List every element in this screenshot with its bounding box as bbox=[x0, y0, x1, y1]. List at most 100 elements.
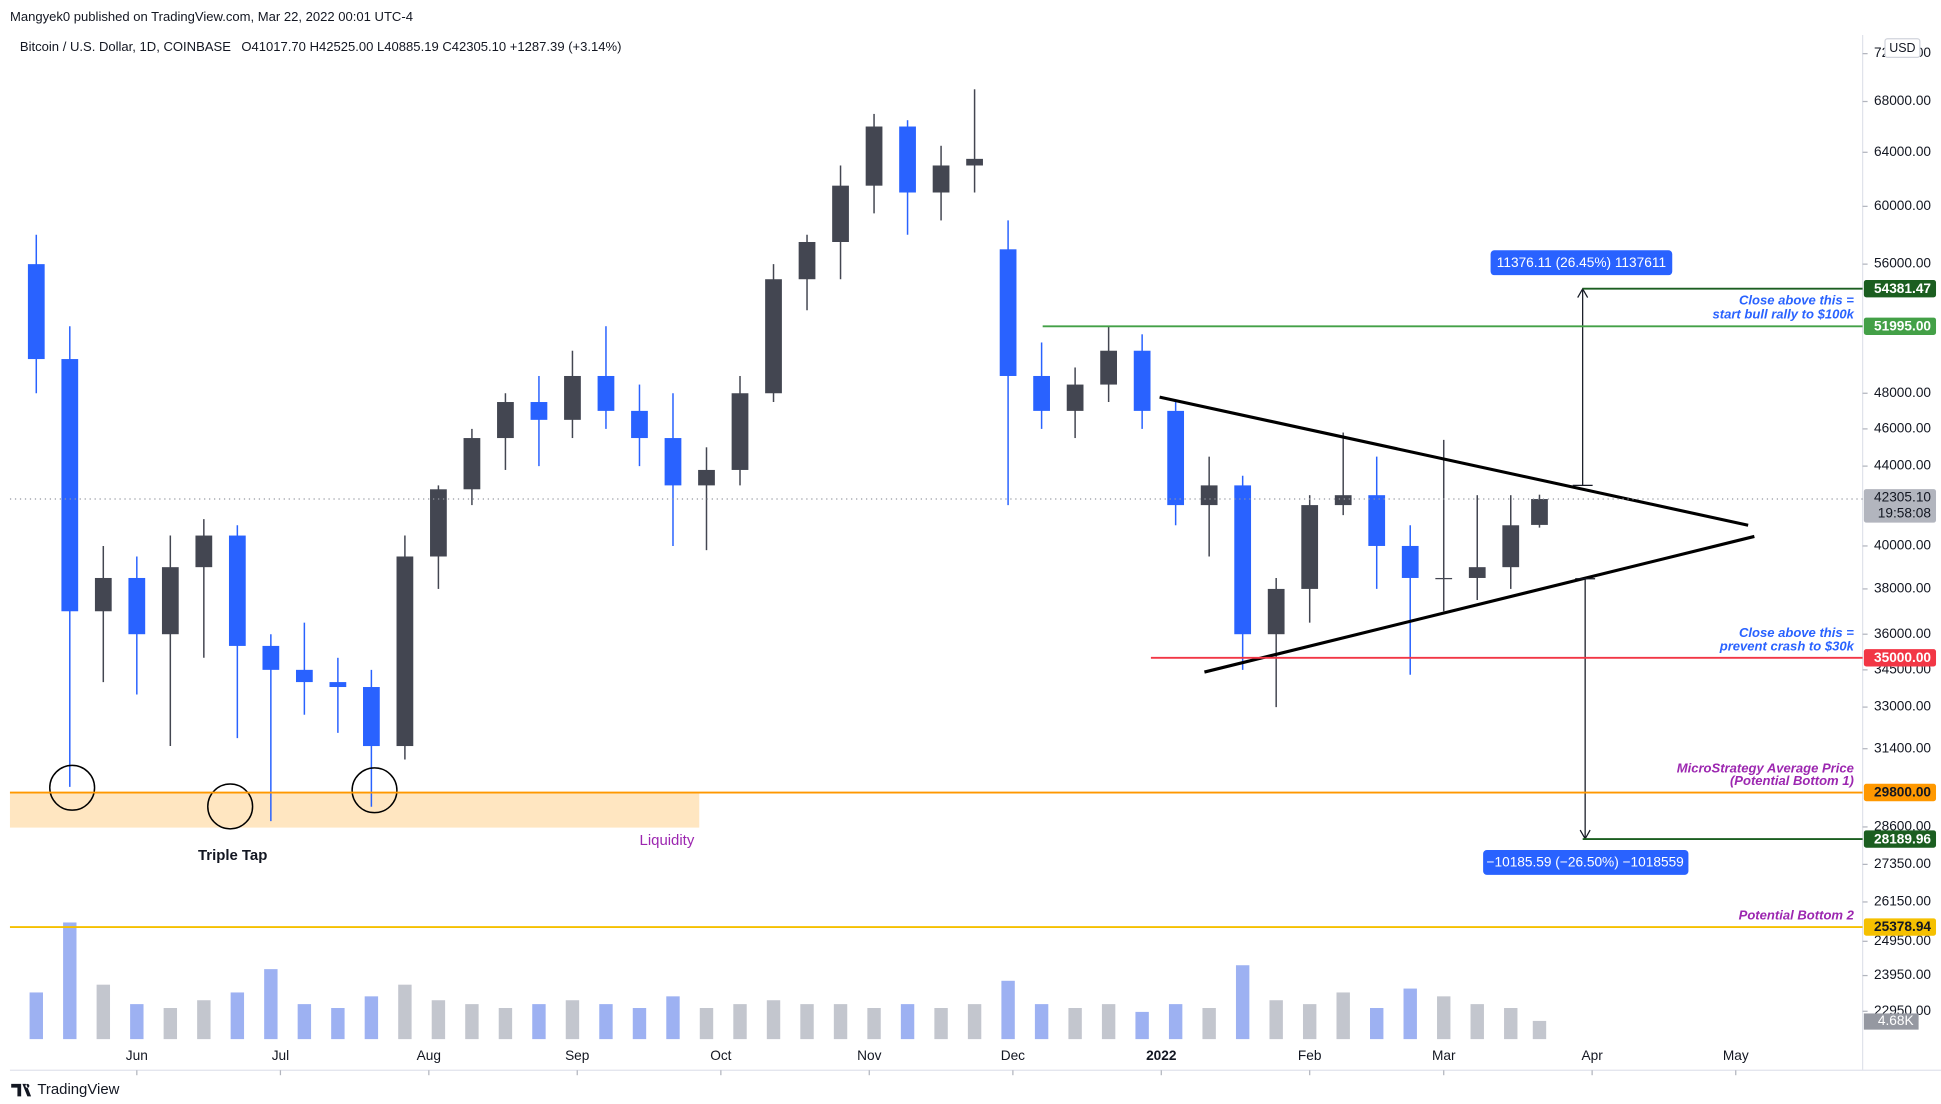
volume-bar bbox=[465, 1004, 479, 1040]
volume-bar bbox=[264, 969, 278, 1040]
candle-body bbox=[865, 126, 883, 186]
candle-body bbox=[631, 410, 648, 439]
note: Potential Bottom 2 bbox=[1739, 907, 1855, 922]
candle-body bbox=[1100, 350, 1118, 385]
measure-box bbox=[1490, 250, 1673, 276]
tap-circle bbox=[207, 783, 254, 830]
candle-body bbox=[530, 402, 548, 420]
note: start bull rally to $100k bbox=[1712, 306, 1854, 321]
volume-bar bbox=[900, 1004, 915, 1040]
level-badge bbox=[1863, 649, 1937, 667]
measure-text: 11376.11 (26.45%) 1137611 bbox=[1497, 255, 1666, 270]
y-tick-label: 27350.00 bbox=[1874, 856, 1931, 871]
y-tick-label: 64000.00 bbox=[1874, 144, 1931, 159]
level-label: 28189.96 bbox=[1874, 831, 1931, 846]
candle-body bbox=[765, 279, 782, 394]
candle-body bbox=[1167, 410, 1185, 506]
y-tick-label: 38000.00 bbox=[1874, 581, 1931, 596]
candle-body bbox=[61, 359, 79, 612]
volume-bar bbox=[934, 1008, 948, 1040]
symbol-name: Bitcoin / U.S. Dollar, 1D, COINBASE bbox=[20, 39, 231, 54]
candle-body bbox=[664, 438, 682, 486]
volume-badge bbox=[1863, 1013, 1919, 1030]
candle-body bbox=[1033, 375, 1050, 411]
candle-body bbox=[1368, 495, 1386, 546]
candle-body bbox=[463, 438, 481, 490]
candle-body bbox=[597, 375, 615, 411]
x-tick-label: Sep bbox=[565, 1048, 590, 1063]
lower-trendline bbox=[1204, 534, 1755, 674]
volume-bar bbox=[1135, 1011, 1149, 1040]
liquidity-zone bbox=[9, 792, 700, 828]
y-tick-label: 40000.00 bbox=[1874, 538, 1931, 553]
currency-badge[interactable] bbox=[1884, 38, 1921, 59]
candle-body bbox=[128, 577, 146, 635]
volume-bar bbox=[1470, 1004, 1484, 1040]
candle-body bbox=[1502, 525, 1520, 568]
volume-bar bbox=[398, 984, 412, 1040]
volume-bar bbox=[197, 1000, 211, 1040]
candle-body bbox=[1234, 485, 1252, 635]
y-tick-label: 56000.00 bbox=[1874, 256, 1931, 271]
y-tick-label: 44000.00 bbox=[1874, 458, 1931, 473]
volume-bar bbox=[666, 996, 680, 1040]
candle-body bbox=[1468, 567, 1486, 578]
volume-bar bbox=[431, 1000, 446, 1040]
measure-box bbox=[1483, 849, 1689, 875]
volume-bar bbox=[1168, 1004, 1183, 1040]
y-tick-label: 23950.00 bbox=[1874, 967, 1931, 982]
volume-last-label: 4.68K bbox=[1878, 1013, 1914, 1028]
candle-body bbox=[363, 687, 380, 747]
note: prevent crash to $30k bbox=[1719, 639, 1855, 654]
candle-body bbox=[1334, 495, 1352, 506]
candle-body bbox=[329, 682, 347, 688]
volume-bar bbox=[1437, 996, 1451, 1040]
volume-bar bbox=[867, 1008, 881, 1040]
measure-text: −10185.59 (−26.50%) −1018559 bbox=[1487, 855, 1684, 870]
volume-bar bbox=[1101, 1004, 1116, 1040]
x-tick-label: Apr bbox=[1581, 1048, 1603, 1063]
tv-logo[interactable]: TradingView bbox=[11, 1081, 120, 1098]
level-badge bbox=[1863, 317, 1937, 335]
volume-bar bbox=[96, 984, 111, 1040]
logo-mark bbox=[11, 1083, 32, 1097]
candle-body bbox=[1301, 505, 1319, 589]
tap-circle bbox=[351, 767, 398, 814]
y-tick-label: 28600.00 bbox=[1874, 819, 1931, 834]
volume-bar bbox=[498, 1008, 513, 1040]
level-label: 29800.00 bbox=[1874, 785, 1931, 800]
candle-body bbox=[262, 645, 280, 670]
currency-label: USD bbox=[1889, 41, 1915, 55]
candle-body bbox=[1133, 350, 1151, 411]
volume-bar bbox=[364, 996, 379, 1040]
candle-body bbox=[798, 241, 816, 280]
volume-bar bbox=[733, 1004, 747, 1040]
candle-body bbox=[430, 489, 447, 557]
volume-bar bbox=[1068, 1008, 1082, 1040]
volume-bar bbox=[163, 1008, 178, 1040]
ohlc-values: O41017.70 H42525.00 L40885.19 C42305.10 … bbox=[241, 39, 621, 54]
level-label: 35000.00 bbox=[1874, 650, 1931, 665]
candle-body bbox=[1267, 588, 1285, 635]
volume-bar bbox=[1403, 988, 1417, 1040]
volume-bar bbox=[63, 922, 77, 1040]
candle-body bbox=[1531, 499, 1548, 525]
x-tick-label: Dec bbox=[1001, 1048, 1025, 1063]
y-tick-label: 36000.00 bbox=[1874, 626, 1931, 641]
candle-body bbox=[396, 556, 414, 747]
candle-body bbox=[564, 375, 581, 420]
x-tick-label: Mar bbox=[1432, 1048, 1456, 1063]
level-label: 25378.94 bbox=[1874, 919, 1931, 934]
volume-bar bbox=[1504, 1008, 1518, 1040]
volume-bar bbox=[565, 1000, 580, 1040]
level-badge bbox=[1863, 830, 1937, 848]
candle-body bbox=[1066, 384, 1084, 411]
current-price-label: 42305.10 bbox=[1874, 489, 1931, 504]
y-tick-label: 24950.00 bbox=[1874, 933, 1931, 948]
y-tick-label: 48000.00 bbox=[1874, 385, 1931, 400]
volume-bar bbox=[967, 1004, 982, 1040]
candle-body bbox=[832, 185, 849, 242]
x-tick-label: 2022 bbox=[1146, 1048, 1177, 1063]
volume-bar bbox=[532, 1004, 546, 1040]
candle-body bbox=[1200, 485, 1218, 506]
